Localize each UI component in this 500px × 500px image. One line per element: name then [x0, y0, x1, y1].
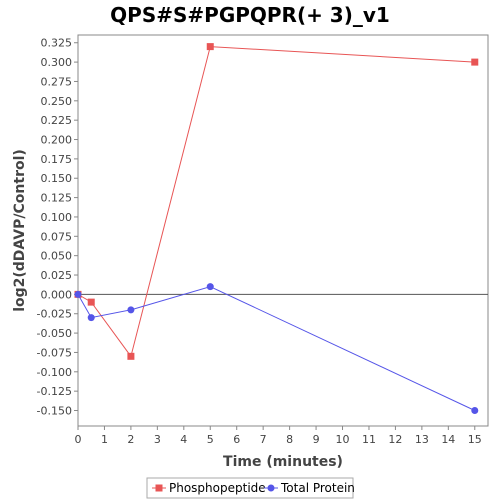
y-tick-label: -0.075: [37, 346, 72, 359]
y-tick-label: 0.200: [41, 134, 73, 147]
y-tick-label: -0.125: [37, 385, 72, 398]
data-point: [127, 352, 135, 360]
data-point: [87, 314, 95, 322]
legend-label: Phosphopeptide: [169, 481, 266, 495]
legend-item: Total Protein: [264, 481, 355, 495]
y-tick-label: 0.050: [41, 250, 73, 263]
data-point: [206, 283, 214, 291]
legend: Phosphopeptide Total Protein: [146, 477, 355, 499]
y-tick-label: -0.050: [37, 327, 72, 340]
y-tick-label: 0.300: [41, 56, 73, 69]
y-axis: -0.150 -0.125 -0.100 -0.075 -0.050 -0.025 0.00…: [37, 37, 78, 418]
x-tick-label: 14: [441, 433, 455, 446]
legend-item: Phosphopeptide: [152, 481, 266, 495]
y-tick-label: 0.000: [41, 288, 73, 301]
x-tick-label: 4: [180, 433, 187, 446]
chart-title: QPS#S#PGPQPR(+ 3)_v1: [110, 3, 390, 27]
x-tick-label: 2: [127, 433, 134, 446]
y-tick-label: -0.150: [37, 405, 72, 418]
y-tick-label: 0.225: [41, 114, 73, 127]
y-tick-label: 0.100: [41, 211, 73, 224]
y-tick-label: 0.250: [41, 95, 73, 108]
plot-area: [77, 34, 489, 427]
y-tick-label: 0.275: [41, 75, 73, 88]
x-tick-label: 5: [207, 433, 214, 446]
x-tick-label: 10: [336, 433, 350, 446]
legend-marker: [267, 484, 275, 492]
legend-box: [146, 477, 354, 499]
y-tick-label: 0.025: [41, 269, 73, 282]
x-tick-label: 1: [101, 433, 108, 446]
y-tick-label: -0.025: [37, 308, 72, 321]
x-tick-label: 8: [286, 433, 293, 446]
y-tick-label: 0.175: [41, 153, 73, 166]
data-point: [87, 298, 95, 306]
x-tick-label: 3: [154, 433, 161, 446]
x-axis: 0 1 2 3 4 5 6 7 8 9 10 11 12 13 14 15: [75, 426, 482, 446]
legend-label: Total Protein: [280, 481, 355, 495]
y-tick-label: -0.100: [37, 366, 72, 379]
y-tick-label: 0.075: [41, 230, 73, 243]
x-tick-label: 0: [75, 433, 82, 446]
legend-marker: [155, 484, 163, 492]
y-tick-label: 0.325: [41, 37, 73, 50]
x-tick-label: 13: [415, 433, 429, 446]
data-point: [206, 43, 214, 51]
y-axis-label: log2(dDAVP/Control): [12, 149, 28, 312]
x-axis-label: Time (minutes): [223, 454, 343, 470]
series-1: [74, 283, 479, 415]
data-point: [127, 306, 135, 314]
y-tick-label: 0.125: [41, 192, 73, 205]
x-tick-label: 11: [362, 433, 376, 446]
y-tick-label: 0.150: [41, 172, 73, 185]
x-tick-label: 7: [260, 433, 267, 446]
series-layer: [74, 43, 479, 415]
x-tick-label: 12: [388, 433, 402, 446]
data-point: [471, 58, 479, 66]
data-point: [471, 407, 479, 415]
x-tick-label: 6: [233, 433, 240, 446]
x-tick-label: 15: [468, 433, 482, 446]
x-tick-label: 9: [313, 433, 320, 446]
data-point: [74, 290, 82, 298]
